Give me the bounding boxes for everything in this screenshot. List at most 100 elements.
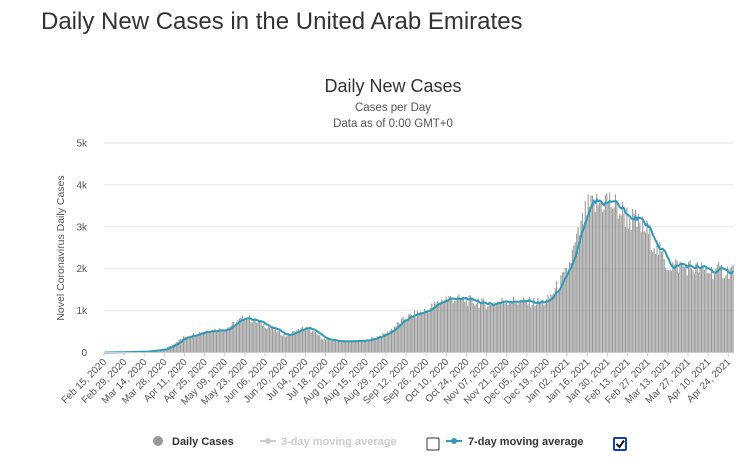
daily-bar (421, 312, 423, 353)
daily-bar (557, 291, 559, 353)
daily-bar (352, 340, 354, 353)
daily-bar (695, 263, 697, 353)
daily-bar (236, 321, 238, 353)
daily-bar (705, 267, 707, 353)
daily-bar (204, 331, 206, 353)
daily-bar (198, 331, 200, 353)
y-axis-ticks: 0 1k 2k 3k 4k 5k (76, 139, 88, 360)
daily-bar (494, 302, 496, 353)
daily-bar (307, 327, 309, 353)
daily-bar (672, 262, 674, 353)
daily-bar (703, 269, 705, 353)
daily-bar (375, 338, 377, 353)
daily-bar (277, 330, 279, 353)
legend-daily-cases[interactable]: Daily Cases (153, 436, 234, 448)
daily-bar (501, 297, 503, 353)
daily-bar (415, 317, 417, 353)
daily-bar (164, 349, 166, 353)
daily-bar (472, 303, 474, 353)
daily-bar (266, 328, 268, 353)
daily-bar (534, 306, 536, 353)
legend-3day-average[interactable]: 3-day moving average (260, 436, 397, 448)
legend-7day-average[interactable]: 7-day moving average (446, 436, 584, 448)
daily-bar (251, 322, 253, 353)
daily-bar (554, 287, 556, 353)
daily-bar (699, 266, 701, 353)
daily-bar (479, 302, 482, 353)
daily-bar (487, 306, 489, 353)
daily-bar (614, 194, 616, 353)
daily-bar (558, 288, 560, 353)
daily-bar (604, 195, 606, 353)
daily-bar (700, 262, 703, 353)
daily-bar (568, 262, 571, 353)
daily-bar (274, 328, 276, 353)
daily-bar (462, 296, 464, 353)
daily-bar (395, 326, 397, 353)
daily-bar (716, 264, 718, 353)
checkbox-7day-average[interactable] (613, 437, 627, 451)
daily-bar (276, 332, 278, 353)
daily-bar (543, 305, 545, 353)
daily-bar (217, 331, 219, 353)
checkbox-3day-average[interactable] (426, 437, 440, 451)
daily-bar (221, 331, 223, 353)
daily-bar (291, 331, 294, 353)
legend-daily-cases-label: Daily Cases (172, 436, 234, 448)
y-tick-label: 2k (76, 264, 88, 275)
daily-bar (686, 275, 688, 353)
daily-bar (510, 303, 512, 353)
daily-bar (434, 301, 436, 353)
daily-bar (645, 232, 647, 353)
daily-bar (313, 331, 315, 353)
daily-bar (444, 299, 446, 353)
daily-bar (178, 339, 180, 353)
daily-bar (498, 301, 500, 353)
daily-bar (455, 300, 457, 353)
daily-bar (540, 301, 542, 353)
daily-bar (451, 298, 453, 353)
daily-bar (531, 304, 533, 353)
daily-bar (327, 338, 329, 353)
daily-bar (538, 302, 540, 353)
daily-bar (616, 200, 618, 353)
daily-bar (175, 342, 177, 353)
daily-bar (283, 334, 285, 353)
daily-bar (511, 302, 513, 353)
daily-bar (170, 345, 172, 353)
daily-bar (650, 250, 652, 353)
daily-bar (669, 269, 671, 353)
daily-bar (325, 339, 327, 353)
daily-bar (401, 318, 403, 353)
daily-bar (601, 212, 604, 353)
daily-bar (250, 322, 252, 353)
daily-bar (215, 331, 218, 353)
daily-bar (500, 301, 502, 353)
daily-bar (195, 334, 197, 353)
daily-bar (422, 313, 424, 353)
daily-bar (484, 304, 486, 353)
daily-bar (546, 299, 548, 353)
daily-bar (290, 333, 292, 353)
daily-bar (656, 240, 658, 353)
daily-bar (649, 224, 651, 353)
daily-bar (225, 328, 228, 353)
daily-bar (612, 209, 614, 353)
daily-bar (662, 250, 664, 353)
daily-bar (627, 228, 629, 353)
daily-bar (706, 273, 708, 353)
daily-bar (728, 278, 730, 353)
daily-bar (389, 330, 391, 353)
daily-bar (382, 332, 384, 353)
daily-bar (279, 330, 281, 353)
daily-bar (589, 206, 591, 353)
daily-bar (436, 300, 439, 353)
daily-bar (294, 333, 296, 353)
daily-bar (403, 319, 406, 353)
daily-bar (711, 266, 713, 353)
daily-bar (521, 301, 523, 353)
daily-bar (488, 302, 490, 353)
daily-bar (304, 327, 306, 353)
daily-bar (425, 310, 427, 353)
daily-bar (591, 195, 594, 353)
